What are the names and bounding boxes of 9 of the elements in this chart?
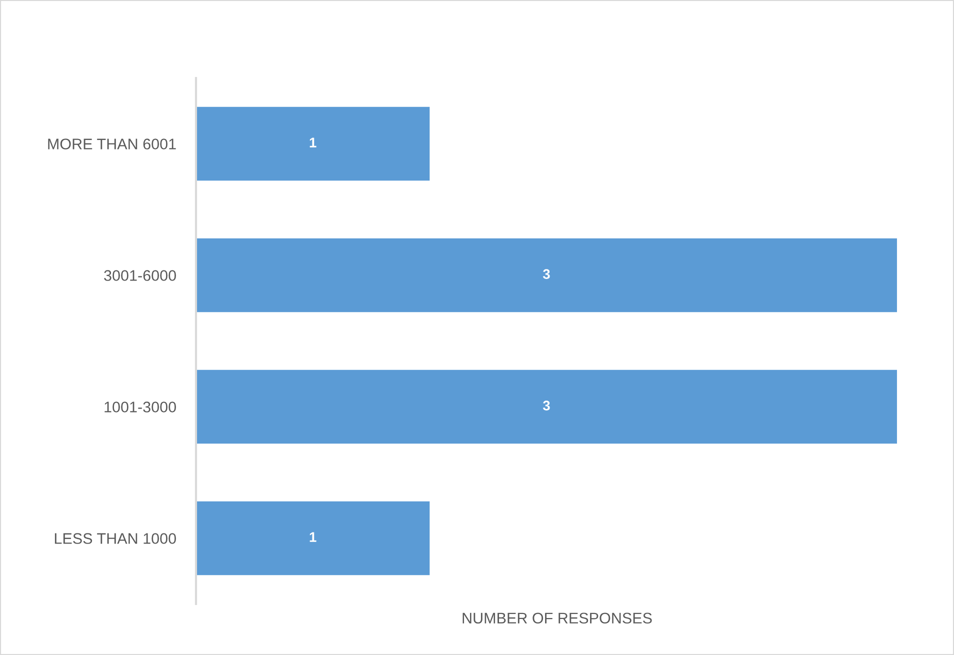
y-tick-label: 3001-6000 [104,270,176,281]
data-label: 1 [310,138,316,148]
data-label: 3 [542,400,550,410]
y-tick-label: LESS THAN 1000 [54,533,176,544]
y-tick-label: 1001-3000 [104,402,176,412]
x-axis-title: NUMBER OF RESPONSES [462,612,652,624]
y-tick-label: MORE THAN 6001 [48,138,176,150]
data-label: 3 [542,269,550,279]
data-label: 1 [310,532,316,542]
